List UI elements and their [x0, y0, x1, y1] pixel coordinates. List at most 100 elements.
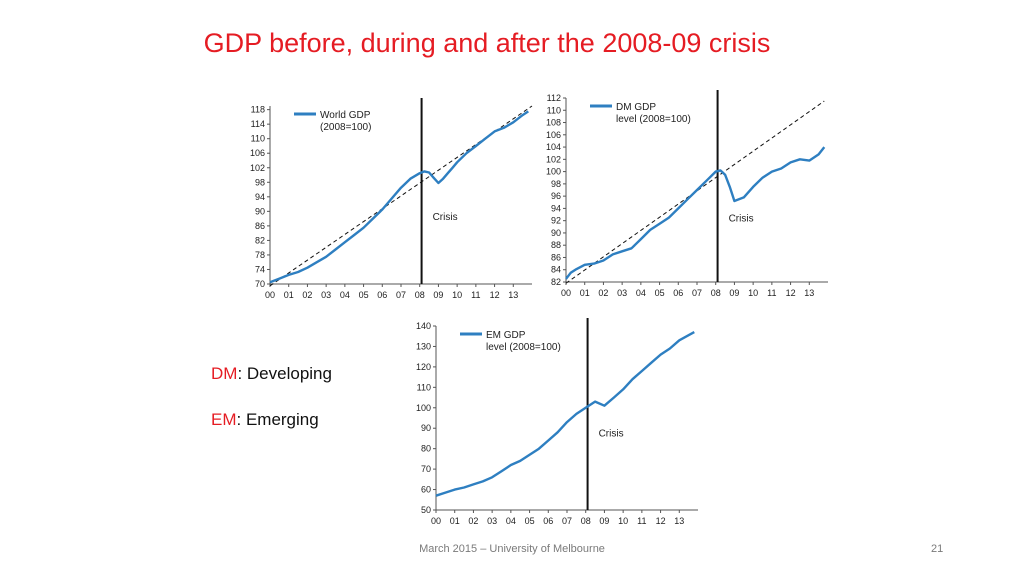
y-tick-label: 118 [251, 105, 265, 115]
legend-label: (2008=100) [320, 122, 371, 133]
x-tick-label: 05 [655, 288, 665, 298]
x-tick-label: 03 [321, 290, 331, 300]
x-tick-label: 02 [468, 516, 478, 526]
x-tick-label: 05 [359, 290, 369, 300]
x-tick-label: 11 [637, 516, 646, 526]
y-tick-label: 100 [416, 403, 431, 413]
definitions: DM: Developing EM: Emerging [211, 364, 332, 456]
y-tick-label: 120 [416, 362, 431, 372]
x-tick-label: 13 [804, 288, 814, 298]
x-tick-label: 10 [452, 290, 462, 300]
dm-gdp-chart: 8284868890929496981001021041061081101120… [546, 90, 828, 298]
x-tick-label: 01 [580, 288, 590, 298]
x-tick-label: 07 [692, 288, 702, 298]
x-tick-label: 03 [487, 516, 497, 526]
x-tick-label: 11 [767, 288, 776, 298]
y-tick-label: 78 [255, 250, 265, 260]
y-tick-label: 80 [421, 444, 431, 454]
y-tick-label: 74 [255, 264, 265, 274]
definition-em: EM: Emerging [211, 410, 332, 456]
y-tick-label: 50 [421, 505, 431, 515]
definition-em-text: : Emerging [236, 410, 319, 429]
legend-label: EM GDP [486, 330, 526, 341]
x-tick-label: 13 [508, 290, 518, 300]
x-tick-label: 10 [618, 516, 628, 526]
y-tick-label: 90 [255, 206, 265, 216]
x-tick-label: 11 [471, 290, 480, 300]
x-tick-label: 09 [599, 516, 609, 526]
y-tick-label: 94 [551, 203, 561, 213]
x-tick-label: 08 [415, 290, 425, 300]
x-tick-label: 09 [433, 290, 443, 300]
crisis-label: Crisis [729, 213, 754, 224]
definition-em-abbr: EM [211, 410, 237, 429]
trend-line [565, 100, 825, 284]
y-tick-label: 70 [255, 279, 265, 289]
series-line [565, 146, 826, 280]
definition-dm-text: : Developing [237, 364, 332, 383]
x-tick-label: 06 [543, 516, 553, 526]
legend-label: level (2008=100) [486, 342, 561, 353]
y-tick-label: 108 [546, 118, 561, 128]
legend-label: DM GDP [616, 102, 656, 113]
x-tick-label: 08 [581, 516, 591, 526]
y-tick-label: 98 [255, 177, 265, 187]
y-tick-label: 130 [416, 341, 431, 351]
x-tick-label: 12 [490, 290, 500, 300]
series-line [269, 110, 529, 284]
crisis-label: Crisis [599, 428, 624, 439]
x-tick-label: 04 [340, 290, 350, 300]
y-tick-label: 88 [551, 240, 561, 250]
y-tick-label: 140 [416, 321, 431, 331]
x-tick-label: 03 [617, 288, 627, 298]
x-tick-label: 01 [450, 516, 460, 526]
y-tick-label: 94 [255, 192, 265, 202]
em-gdp-chart: 50 60 70 80 90 100 110 120 130 140 00 01 02 03 04 05 06 0… [416, 318, 698, 526]
x-tick-label: 09 [729, 288, 739, 298]
x-tick-label: 06 [377, 290, 387, 300]
slide-title: GDP before, during and after the 2008-09… [203, 28, 771, 58]
y-tick-label: 86 [551, 252, 561, 262]
y-tick-label: 82 [551, 277, 561, 287]
y-tick-label: 60 [421, 485, 431, 495]
x-tick-label: 02 [598, 288, 608, 298]
y-tick-label: 106 [546, 130, 561, 140]
y-tick-label: 102 [250, 163, 265, 173]
series-line [435, 331, 695, 497]
page-number: 21 [931, 543, 944, 555]
x-tick-label: 00 [561, 288, 571, 298]
y-tick-label: 86 [255, 221, 265, 231]
x-tick-label: 01 [284, 290, 294, 300]
world-gdp-chart: 70 74 78 82 86 90 94 98 102 106 110 114 118 00 01 02 03 0… [250, 98, 533, 300]
definition-dm-abbr: DM [211, 364, 238, 383]
y-tick-label: 90 [551, 228, 561, 238]
y-tick-label: 92 [551, 216, 561, 226]
y-tick-label: 110 [547, 105, 561, 115]
x-tick-label: 04 [506, 516, 516, 526]
x-tick-label: 00 [431, 516, 441, 526]
y-tick-label: 70 [421, 464, 431, 474]
y-tick-label: 114 [251, 119, 265, 129]
slide-footer: March 2015 – University of Melbourne [419, 543, 605, 555]
y-tick-label: 100 [546, 167, 561, 177]
definition-dm: DM: Developing [211, 364, 332, 410]
y-tick-label: 98 [551, 179, 561, 189]
x-tick-label: 12 [786, 288, 796, 298]
y-tick-label: 104 [546, 142, 561, 152]
x-tick-label: 13 [674, 516, 684, 526]
x-tick-label: 10 [748, 288, 758, 298]
crisis-label: Crisis [433, 212, 458, 223]
y-tick-label: 110 [417, 382, 431, 392]
y-tick-label: 96 [551, 191, 561, 201]
y-tick-label: 90 [421, 423, 431, 433]
x-tick-label: 07 [396, 290, 406, 300]
trend-line [269, 105, 533, 287]
legend-label: World GDP [320, 110, 371, 121]
x-tick-label: 04 [636, 288, 646, 298]
x-tick-label: 07 [562, 516, 572, 526]
x-tick-label: 05 [525, 516, 535, 526]
y-tick-label: 112 [547, 93, 561, 103]
x-tick-label: 06 [673, 288, 683, 298]
y-tick-label: 102 [546, 154, 561, 164]
y-tick-label: 106 [250, 148, 265, 158]
